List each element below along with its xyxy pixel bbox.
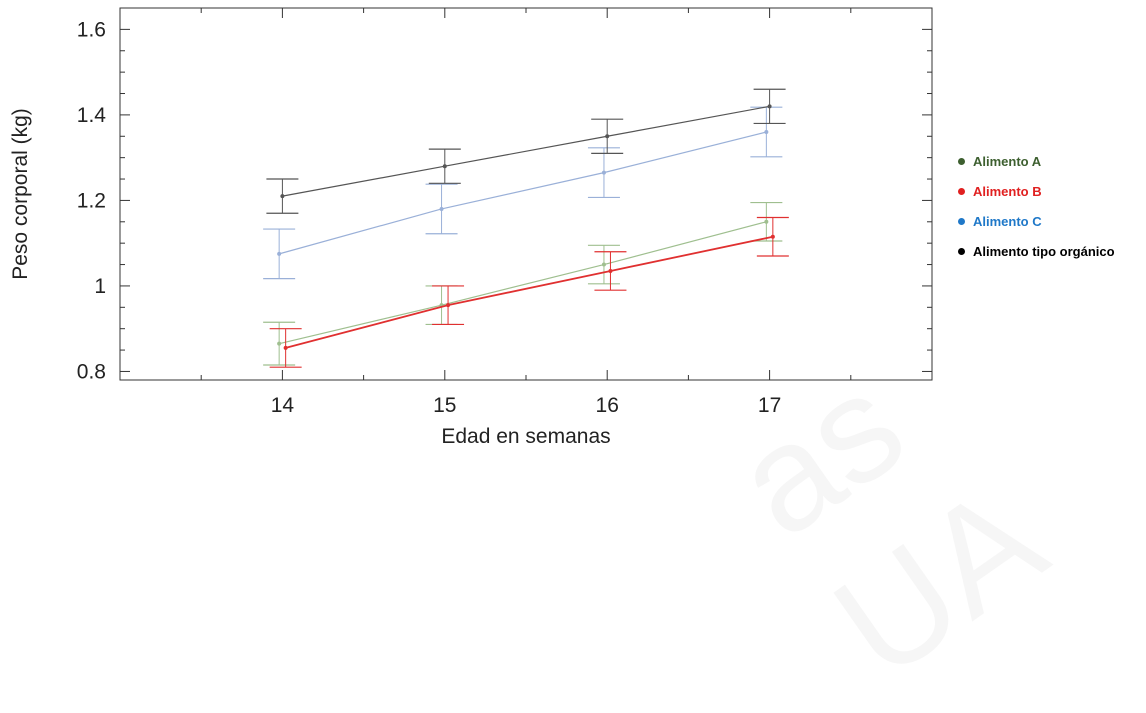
x-tick-label: 14 [271, 394, 295, 417]
y-tick-label: 1.2 [77, 189, 106, 212]
data-point [283, 345, 288, 350]
data-point [605, 134, 610, 139]
data-point [770, 234, 775, 239]
x-tick-label: 16 [596, 394, 619, 417]
series-line [279, 221, 767, 345]
legend-marker [958, 187, 965, 195]
series-alimento-a [263, 201, 783, 366]
y-axis-title: Peso corporal (kg) [9, 108, 32, 280]
legend-label: Alimento A [973, 153, 1042, 169]
legend-item: Alimento A [958, 146, 1144, 176]
x-tick-label: 15 [433, 394, 456, 417]
legend-label: Alimento C [973, 213, 1042, 229]
series-alimento-b [269, 216, 789, 368]
legend: Alimento A Alimento B Alimento C Alimento t… [958, 146, 1144, 266]
y-tick-label: 1 [94, 275, 106, 298]
legend-label: Alimento tipo orgánico [973, 243, 1115, 259]
legend-marker [958, 247, 965, 255]
legend-item: Alimento tipo orgánico [958, 236, 1144, 266]
data-point [767, 104, 772, 109]
data-point [442, 164, 447, 169]
data-point [601, 262, 606, 267]
data-point [764, 130, 769, 134]
y-tick-label: 1.6 [77, 18, 106, 41]
data-point [439, 206, 444, 211]
data-point [446, 303, 451, 308]
data-point [277, 251, 282, 256]
legend-label: Alimento B [973, 183, 1042, 199]
data-point [764, 219, 769, 224]
chart-canvas: 0.8 1 1.2 1.4 1.6 14 15 16 17 Edad en semanas Pe… [9, 7, 933, 448]
series-alimento-tipo-org-nico [266, 88, 786, 214]
series-line [282, 105, 770, 197]
data-point [280, 194, 285, 199]
axis-ticks: 0.8 1 1.2 1.4 1.6 14 15 16 17 [77, 8, 932, 417]
plot-frame [119, 7, 933, 381]
series-group [263, 88, 789, 368]
data-point [601, 170, 606, 175]
data-point [277, 341, 282, 346]
x-tick-label: 17 [758, 394, 781, 417]
legend-item: Alimento C [958, 206, 1144, 236]
legend-item: Alimento B [958, 176, 1144, 206]
y-tick-label: 1.4 [77, 104, 107, 127]
data-point [608, 268, 613, 273]
x-axis-title: Edad en semanas [441, 425, 610, 448]
series-line [278, 131, 767, 255]
legend-marker [958, 157, 965, 165]
legend-marker [958, 217, 965, 225]
y-tick-label: 0.8 [77, 360, 106, 383]
series-alimento-c [263, 106, 783, 280]
series-line [285, 235, 774, 349]
